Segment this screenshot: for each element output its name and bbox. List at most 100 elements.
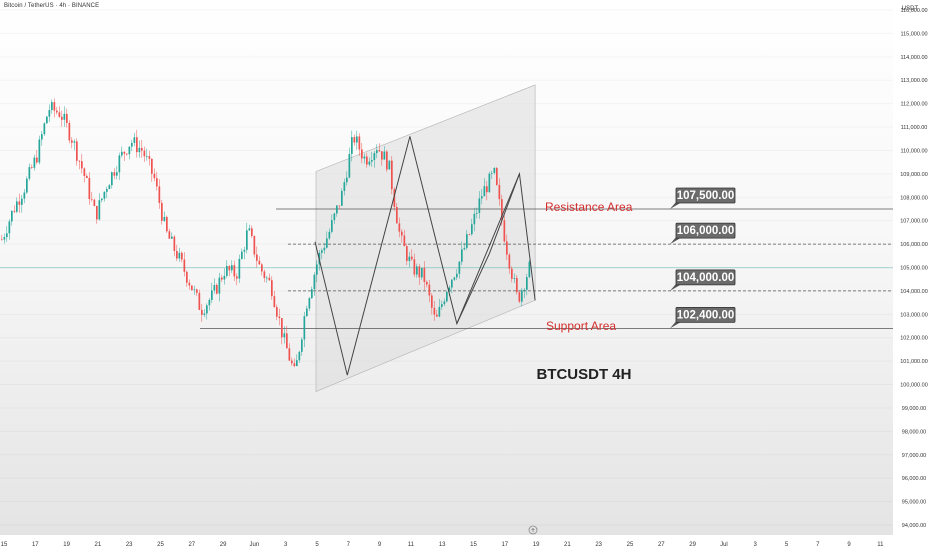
candle-body — [336, 205, 338, 214]
price-tick-label: 94,000.00 — [902, 523, 926, 529]
price-tick-label: 105,000.00 — [900, 266, 928, 272]
candle-body — [258, 260, 261, 265]
candle-body — [528, 261, 531, 278]
price-tick-label: 116,000.00 — [900, 8, 927, 14]
candle-body — [286, 333, 288, 349]
price-tick-label: 108,000.00 — [900, 195, 928, 201]
candle-body — [478, 198, 481, 213]
candle-body — [391, 160, 393, 190]
candle-body — [1, 239, 3, 241]
candle-body — [223, 275, 226, 280]
candle-body — [526, 277, 528, 290]
candle-body — [296, 360, 298, 367]
candle-body — [491, 172, 493, 174]
price-tick-label: 101,000.00 — [900, 359, 928, 365]
candle-body — [443, 301, 446, 305]
time-tick-label: 21 — [564, 542, 571, 548]
candle-body — [73, 141, 76, 143]
candle-body — [63, 113, 66, 120]
candle-body — [271, 280, 273, 297]
price-tick-label: 98,000.00 — [902, 429, 926, 435]
candle-body — [26, 178, 28, 193]
candle-body — [276, 307, 278, 317]
candle-body — [18, 201, 21, 205]
time-tick-label: 23 — [595, 542, 602, 548]
candle-body — [463, 247, 466, 250]
candle-body — [306, 308, 308, 317]
candle-body — [493, 167, 496, 173]
candle-body — [388, 160, 391, 170]
goto-realtime-icon[interactable] — [528, 525, 538, 535]
time-tick-label: 9 — [847, 542, 851, 548]
candle-body — [346, 177, 348, 183]
candle-body — [328, 231, 331, 239]
level-callout-box — [675, 306, 736, 323]
candle-body — [246, 230, 248, 250]
candle-body — [171, 236, 173, 239]
candle-body — [118, 155, 121, 173]
candle-body — [58, 112, 61, 117]
price-axis[interactable]: 116,000.00 115,000.00 114,000.00 113,000.00… — [893, 0, 932, 550]
price-tick-label: 114,000.00 — [900, 55, 927, 61]
candle-body — [71, 140, 73, 143]
candle-body — [23, 192, 26, 199]
candle-body — [238, 258, 241, 279]
candle-body — [316, 264, 318, 275]
candle-body — [431, 295, 433, 308]
candle-body — [201, 309, 203, 315]
price-tick-label: 113,000.00 — [900, 78, 927, 84]
time-axis[interactable]: 15 17 19 21 23 25 27 29 Jun 3 5 7 9 11 13 15 17 19 21 23 25 2… — [0, 535, 893, 550]
candle-body — [406, 246, 408, 261]
candle-body — [153, 173, 156, 179]
currency-label: USDT — [902, 6, 919, 12]
candle-body — [281, 318, 283, 338]
candle-body — [136, 137, 138, 153]
price-tick-label: 100,000.00 — [900, 383, 928, 389]
level-callout-text: 107,500.00 — [677, 190, 735, 202]
candle-body — [266, 277, 268, 279]
time-tick-label: 17 — [32, 542, 39, 548]
candle-body — [426, 281, 428, 285]
time-tick-label: 11 — [877, 542, 884, 548]
candle-body — [486, 186, 488, 193]
candlesticks — [1, 98, 531, 368]
candle-body — [233, 265, 236, 277]
level-labels: 107,500.00107,500.00106,000.00106,000.00… — [670, 187, 930, 333]
time-tick-label: 23 — [126, 542, 133, 548]
candle-body — [113, 172, 116, 176]
candle-body — [163, 216, 166, 221]
candle-body — [428, 284, 431, 296]
candle-body — [6, 233, 8, 238]
zigzag-pattern — [314, 136, 536, 376]
candle-body — [48, 109, 51, 117]
candle-body — [413, 259, 416, 275]
candle-body — [166, 216, 168, 232]
candle-body — [341, 190, 343, 206]
candle-body — [416, 266, 418, 275]
candle-body — [81, 161, 83, 169]
time-tick-label: 27 — [658, 542, 665, 548]
price-tick-label: 110,000.00 — [900, 148, 927, 154]
candle-body — [456, 273, 458, 278]
candle-body — [398, 223, 401, 232]
candle-body — [88, 177, 91, 200]
price-levels — [0, 208, 893, 329]
candle-body — [283, 333, 286, 338]
candle-body — [203, 313, 206, 315]
candle-body — [436, 314, 438, 317]
candle-body — [36, 157, 38, 163]
candle-body — [128, 146, 131, 155]
candle-body — [476, 212, 478, 214]
candle-body — [278, 316, 281, 319]
candle-body — [93, 199, 96, 206]
time-axis-bg — [0, 535, 893, 550]
candle-body — [53, 102, 56, 111]
candle-body — [51, 102, 53, 110]
candle-body — [8, 221, 11, 234]
candle-body — [378, 150, 381, 152]
candle-body — [106, 189, 108, 192]
price-tick-label: 106,000.00 — [900, 242, 928, 248]
candle-body — [108, 185, 111, 190]
candle-body — [41, 134, 43, 140]
